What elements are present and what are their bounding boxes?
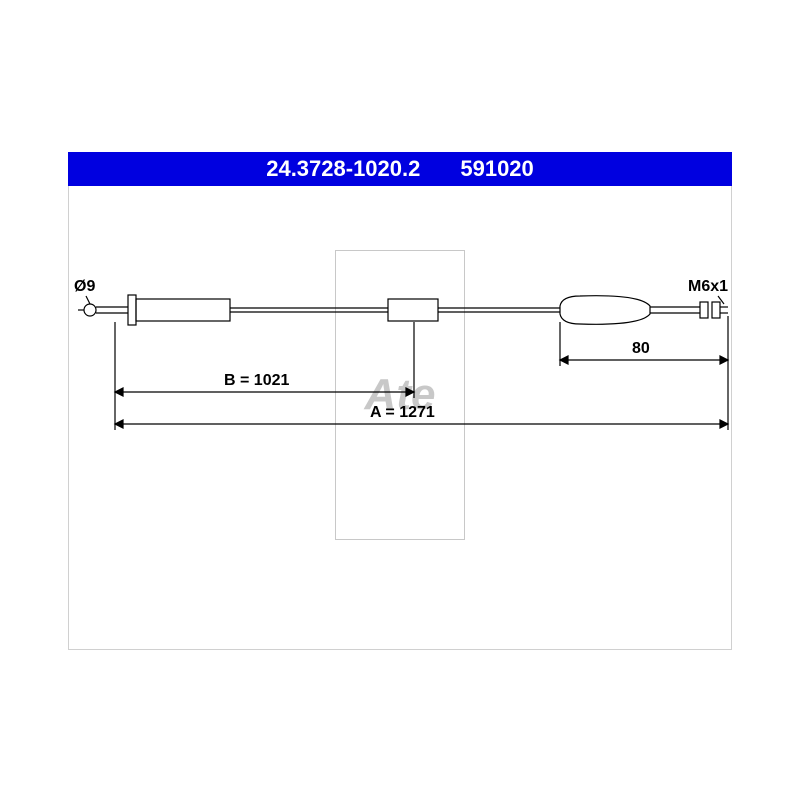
technical-drawing xyxy=(0,0,800,800)
label-thread: M6x1 xyxy=(688,278,728,296)
diagram-canvas: Ate 24.3728-1020.2 591020 xyxy=(0,0,800,800)
label-diameter: Ø9 xyxy=(74,278,95,296)
label-dim-80: 80 xyxy=(632,340,650,358)
label-dim-b: B = 1021 xyxy=(224,372,289,390)
label-dim-a: A = 1271 xyxy=(370,404,435,422)
